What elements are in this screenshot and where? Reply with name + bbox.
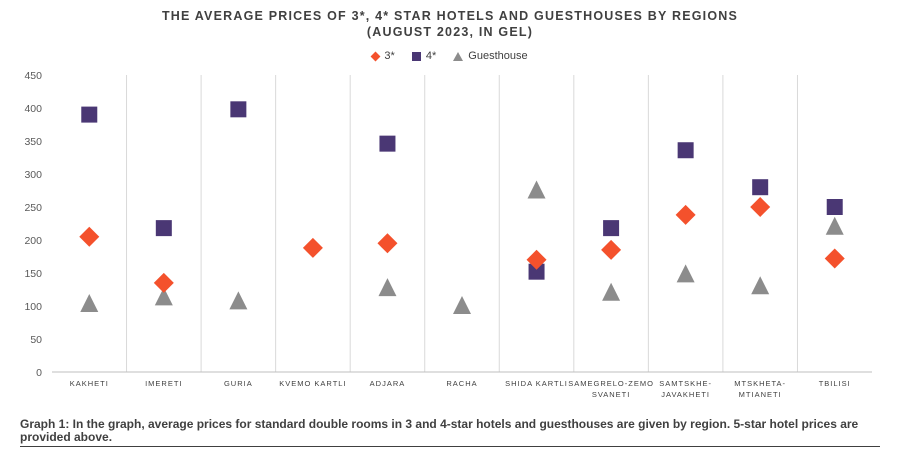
point-3star	[377, 233, 398, 254]
point-4star	[155, 220, 172, 237]
point-3star	[750, 197, 771, 217]
point-3star	[824, 248, 845, 269]
x-category-label: RACHA	[446, 379, 477, 388]
point-4star	[379, 135, 396, 152]
point-4star	[677, 142, 694, 159]
x-category-label: SAMEGRELO-ZEMO	[568, 379, 654, 388]
point-guesthouse	[825, 216, 844, 235]
point-guesthouse	[378, 278, 397, 297]
y-tick-label: 150	[24, 268, 42, 280]
x-category-label: IMERETI	[145, 379, 182, 388]
point-guesthouse	[229, 291, 248, 310]
point-3star	[526, 249, 547, 270]
caption-divider	[20, 446, 880, 447]
square-marker-icon	[411, 51, 421, 61]
x-category-label: MTIANETI	[739, 390, 782, 399]
x-category-label: GURIA	[224, 379, 253, 388]
point-3star	[79, 226, 100, 247]
point-guesthouse	[80, 294, 99, 313]
point-4star	[81, 106, 98, 123]
legend-label-guesthouse: Guesthouse	[468, 50, 528, 63]
x-category-label: KVEMO KARTLI	[279, 379, 346, 388]
x-category-label: SAMTSKHE-	[659, 379, 712, 388]
y-tick-label: 250	[24, 202, 42, 214]
chart-title: THE AVERAGE PRICES OF 3*, 4* STAR HOTELS…	[0, 8, 900, 40]
point-guesthouse	[602, 282, 621, 301]
y-tick-label: 400	[24, 103, 42, 115]
chart-title-line2: (AUGUST 2023, IN GEL)	[366, 25, 534, 39]
point-3star	[675, 204, 696, 225]
legend-label-3star: 3*	[384, 50, 395, 63]
legend-label-4star: 4*	[425, 50, 437, 63]
point-4star	[826, 199, 843, 215]
x-category-label: JAVAKHETI	[661, 390, 710, 399]
x-category-label: MTSKHETA-	[734, 379, 786, 388]
legend: 3* 4* Guesthouse	[0, 50, 900, 62]
point-guesthouse	[154, 287, 173, 306]
point-guesthouse	[453, 296, 471, 314]
point-guesthouse	[676, 264, 695, 283]
y-tick-label: 300	[24, 169, 42, 181]
legend-item-guesthouse: Guesthouse	[453, 50, 528, 63]
triangle-marker-icon	[453, 51, 464, 61]
y-tick-label: 50	[30, 334, 42, 346]
y-tick-label: 350	[24, 136, 42, 148]
point-4star	[230, 101, 247, 118]
y-tick-label: 0	[36, 367, 42, 379]
y-tick-label: 200	[24, 235, 42, 247]
point-guesthouse	[527, 180, 546, 199]
legend-item-3star: 3*	[370, 50, 395, 63]
point-guesthouse	[751, 276, 770, 295]
x-category-label: TBILISI	[819, 379, 851, 388]
point-4star	[528, 263, 545, 280]
point-3star	[601, 239, 622, 260]
chart-title-line1: THE AVERAGE PRICES OF 3*, 4* STAR HOTELS…	[161, 9, 739, 23]
point-4star	[603, 220, 620, 237]
y-tick-label: 100	[24, 301, 42, 313]
x-category-label: SHIDA KARTLI	[505, 379, 568, 388]
chart-plot-area: 0 50 100 150 200 250 300 350 400 450 KAKHETI IMERET…	[24, 70, 872, 399]
graph-caption: Graph 1: In the graph, average prices fo…	[20, 417, 859, 444]
legend-item-4star: 4*	[411, 50, 437, 63]
point-3star	[302, 237, 323, 258]
x-category-label: KAKHETI	[70, 379, 109, 388]
point-3star	[153, 272, 174, 293]
x-category-label: ADJARA	[370, 379, 406, 388]
point-4star	[752, 179, 769, 196]
x-category-label: SVANETI	[592, 390, 631, 399]
y-tick-label: 450	[24, 70, 42, 82]
